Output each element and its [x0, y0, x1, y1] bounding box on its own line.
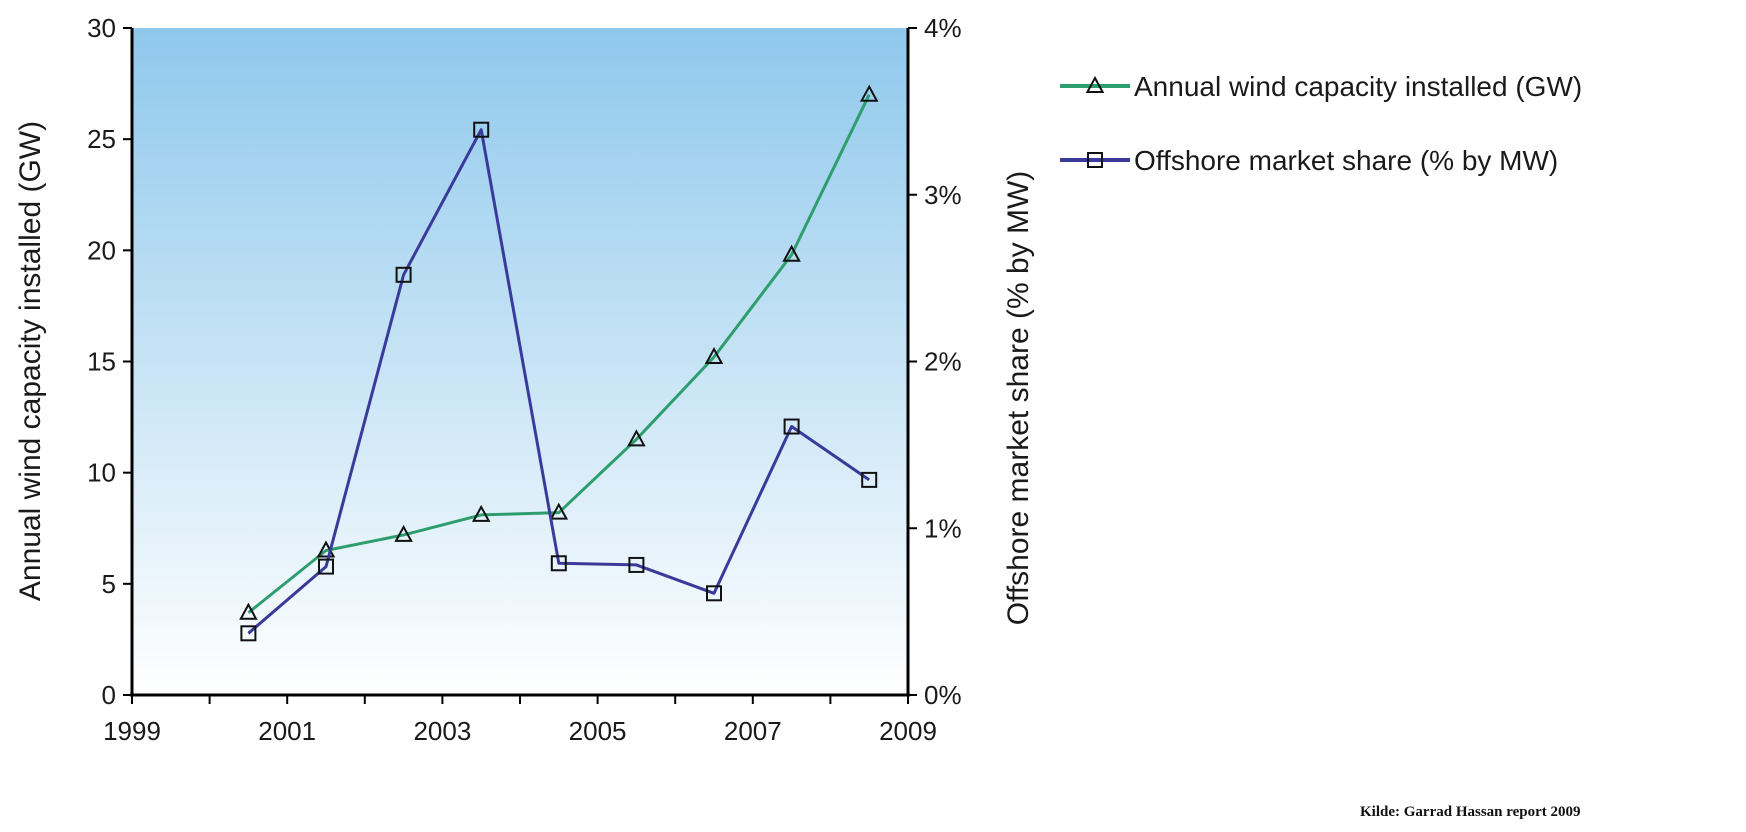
legend-label-0: Annual wind capacity installed (GW) [1134, 71, 1582, 102]
y-tick-label-right: 4% [924, 13, 962, 43]
data-point-square [628, 556, 645, 573]
data-point-triangle [704, 346, 724, 365]
y-tick-label-left: 25 [87, 124, 116, 154]
data-point-square [318, 558, 334, 575]
y-tick-label-left: 15 [87, 347, 116, 377]
series-line-0 [247, 94, 871, 614]
x-tick-label: 1999 [103, 716, 161, 746]
y-tick-label-right: 3% [924, 180, 962, 210]
data-point-square [706, 585, 722, 602]
data-point-triangle [239, 602, 258, 620]
data-point-triangle [549, 502, 569, 520]
y-tick-label-left: 5 [102, 569, 116, 599]
y-tick-label-left: 20 [87, 235, 116, 265]
data-point-triangle [859, 84, 879, 102]
data-point-square [861, 471, 878, 488]
x-tick-label: 2007 [724, 716, 782, 746]
x-tick-label: 2001 [258, 716, 316, 746]
x-tick-label: 2005 [569, 716, 627, 746]
data-point-triangle [782, 244, 801, 262]
data-point-square [783, 418, 800, 435]
y-tick-label-right: 1% [924, 513, 962, 543]
plot-area [132, 28, 908, 695]
legend-marker-triangle [1085, 75, 1105, 93]
data-point-square [473, 121, 490, 138]
y-tick-label-right: 2% [924, 347, 962, 377]
y-tick-label-left: 10 [87, 458, 116, 488]
data-point-triangle [627, 429, 646, 447]
y-tick-label-left: 0 [102, 680, 116, 710]
x-tick-label: 2009 [879, 716, 937, 746]
y-axis-title-right: Offshore market share (% by MW) [1002, 171, 1035, 626]
y-tick-label-right: 0% [924, 680, 962, 710]
data-point-square [550, 555, 567, 572]
y-tick-label-left: 30 [87, 13, 116, 43]
legend-marker-square [1087, 152, 1103, 168]
source-note: Kilde: Garrad Hassan report 2009 [1360, 804, 1581, 820]
x-tick-label: 2003 [413, 716, 471, 746]
y-axis-title-left: Annual wind capacity installed (GW) [14, 121, 47, 601]
data-point-triangle [394, 524, 413, 542]
data-point-square [395, 266, 412, 283]
data-point-square [240, 625, 257, 642]
series-line-1 [247, 128, 871, 635]
legend-label-1: Offshore market share (% by MW) [1134, 145, 1558, 176]
data-point-triangle [471, 504, 491, 522]
